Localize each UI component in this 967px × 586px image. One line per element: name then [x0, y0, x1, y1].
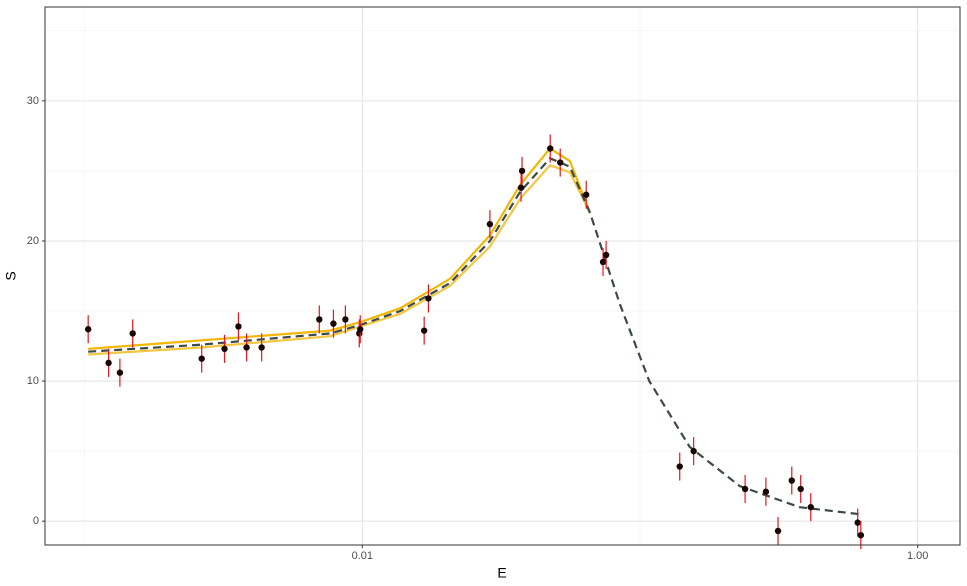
y-tick-label: 0: [33, 515, 39, 527]
point: [788, 477, 795, 484]
y-axis-label: S: [3, 271, 19, 280]
point: [690, 447, 697, 455]
point: [854, 519, 861, 526]
point: [599, 258, 607, 266]
point: [425, 295, 432, 302]
point: [857, 531, 865, 539]
point: [235, 323, 242, 330]
point: [518, 167, 526, 175]
point: [602, 251, 610, 259]
point: [547, 145, 554, 152]
point: [221, 345, 228, 353]
point: [557, 159, 564, 166]
point: [582, 191, 590, 198]
point: [84, 326, 92, 333]
point: [762, 488, 770, 495]
point: [316, 316, 323, 323]
point: [676, 463, 683, 470]
point: [807, 503, 814, 511]
point: [486, 220, 494, 228]
point: [420, 327, 428, 334]
point: [243, 344, 250, 351]
y-tick-label: 10: [27, 375, 39, 387]
point: [198, 355, 205, 362]
x-tick-label: 1.00: [907, 550, 928, 562]
fit-curve: [88, 156, 861, 516]
point: [741, 485, 749, 493]
point: [342, 316, 349, 323]
fit-curve: [88, 164, 592, 356]
x-axis-label: E: [497, 565, 506, 581]
point: [116, 369, 124, 376]
point: [105, 359, 112, 367]
point: [258, 344, 265, 351]
panel-border: [44, 6, 961, 546]
fit-curve: [88, 147, 592, 350]
point: [517, 184, 525, 191]
point: [797, 485, 804, 493]
y-tick-label: 20: [27, 235, 39, 247]
point: [357, 326, 364, 333]
point: [129, 330, 136, 337]
point: [330, 320, 337, 327]
y-tick-label: 30: [27, 95, 39, 107]
x-tick-label: 0.01: [352, 550, 373, 562]
point: [774, 527, 782, 535]
